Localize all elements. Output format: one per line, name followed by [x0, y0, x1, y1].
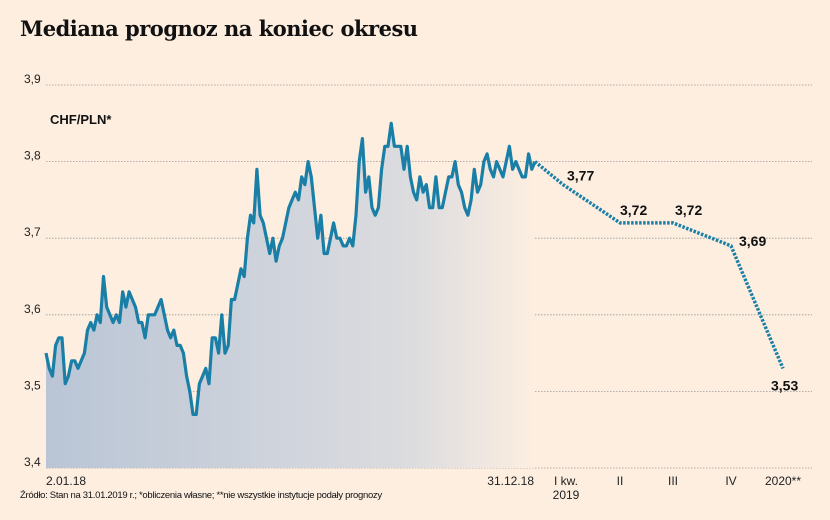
y-tick-label: 3,8 — [24, 149, 41, 163]
data-label: 3,53 — [771, 377, 798, 393]
source-note: Źródło: Stan na 31.01.2019 r.; *obliczen… — [20, 490, 382, 501]
x-tick-label: 2020** — [765, 474, 801, 488]
data-label: 3,69 — [739, 233, 766, 249]
x-tick-label: I kw. — [554, 474, 578, 488]
chart-title: Mediana prognoz na koniec okresu — [20, 16, 418, 41]
y-tick-label: 3,6 — [24, 302, 41, 316]
history-line — [44, 121, 537, 416]
x-tick-label: 2019 — [553, 488, 580, 502]
y-tick-label: 3,7 — [24, 225, 41, 239]
series-label: CHF/PLN* — [50, 112, 112, 127]
x-tick-label: IV — [725, 474, 736, 488]
x-tick-label: III — [668, 474, 678, 488]
data-label: 3,77 — [567, 168, 594, 184]
y-tick-label: 3,4 — [24, 455, 41, 469]
forecast-line — [533, 160, 785, 370]
history-area — [46, 123, 535, 469]
y-tick-label: 3,9 — [24, 72, 41, 86]
data-label: 3,72 — [620, 202, 647, 218]
x-tick-label: 31.12.18 — [487, 474, 534, 488]
x-tick-label: 2.01.18 — [46, 474, 86, 488]
y-tick-label: 3,5 — [24, 378, 41, 392]
x-tick-label: II — [617, 474, 624, 488]
data-label: 3,72 — [675, 202, 702, 218]
